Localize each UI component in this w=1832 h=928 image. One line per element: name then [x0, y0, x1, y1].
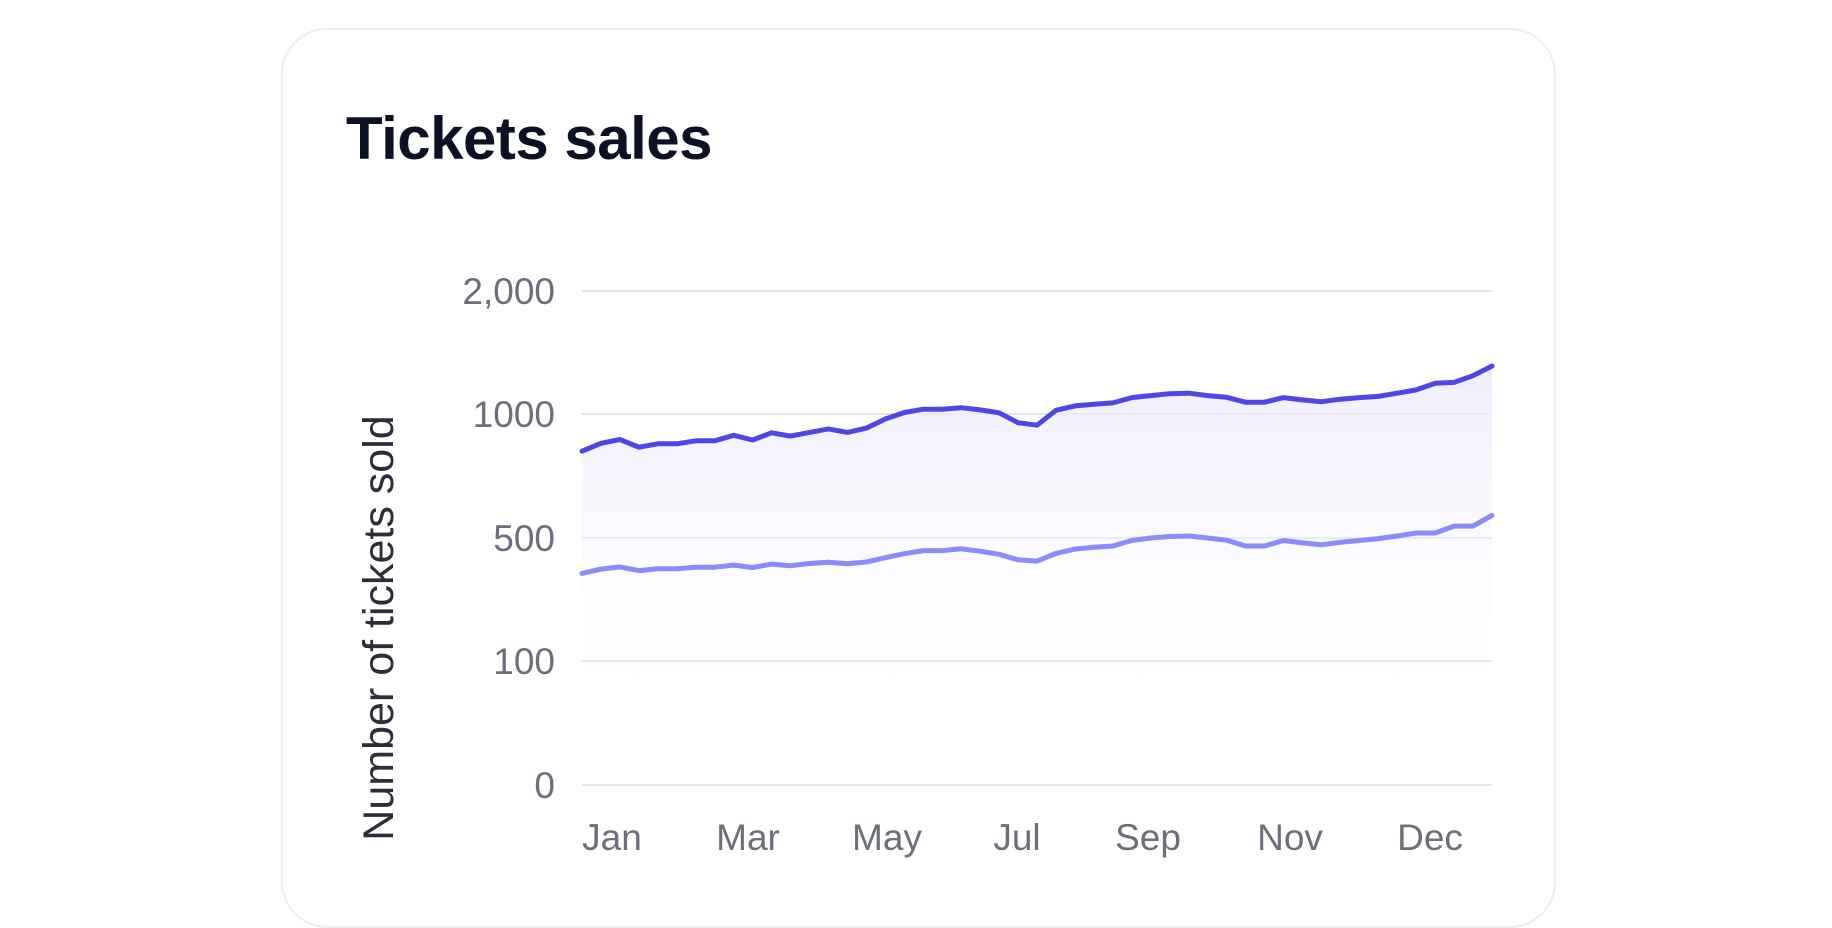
y-tick-label: 1000 [473, 394, 555, 435]
series-line-primary [579, 363, 1495, 454]
x-tick-label: Nov [1257, 817, 1323, 858]
y-axis-label: Number of tickets sold [355, 415, 403, 840]
y-tick-label: 100 [493, 641, 555, 682]
x-tick-label: Jan [582, 817, 642, 858]
y-tick-label: 0 [534, 765, 555, 806]
series-area [582, 366, 1492, 735]
y-tick-label: 500 [493, 518, 555, 559]
series-line-secondary [579, 512, 1495, 576]
card-title: Tickets sales [346, 105, 713, 172]
x-tick-label: Jul [993, 817, 1040, 858]
x-tick-label: Mar [716, 817, 780, 858]
x-tick-label: Sep [1115, 817, 1181, 858]
tickets-sales-chart: 0 100 500 1000 2,000 Jan Mar May Jul Sep Nov Dec N… [355, 271, 1495, 858]
y-tick-label: 2,000 [462, 271, 555, 312]
x-tick-label: Dec [1397, 817, 1463, 858]
x-tick-label: May [852, 817, 922, 858]
